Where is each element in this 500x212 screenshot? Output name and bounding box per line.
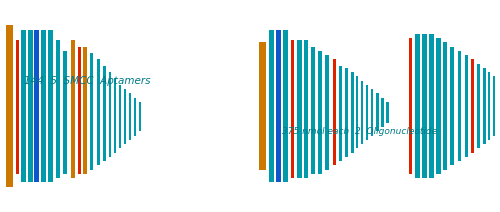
Bar xyxy=(382,98,384,127)
Bar xyxy=(109,72,111,157)
Bar xyxy=(414,34,420,178)
Bar xyxy=(450,47,454,165)
Bar xyxy=(63,51,67,174)
Bar xyxy=(83,47,87,174)
Bar xyxy=(338,66,342,161)
Bar xyxy=(443,42,447,170)
Bar xyxy=(56,40,60,178)
Bar xyxy=(129,93,131,140)
Bar xyxy=(493,76,495,136)
Bar xyxy=(350,72,354,153)
Bar xyxy=(325,55,329,170)
Bar xyxy=(296,40,302,178)
Bar xyxy=(408,38,412,174)
Bar xyxy=(42,30,46,182)
Bar xyxy=(356,76,358,148)
Bar xyxy=(48,30,54,182)
Bar xyxy=(436,38,440,174)
Bar xyxy=(28,30,32,182)
Bar xyxy=(488,72,490,140)
Text: 144  5  SMCC  Aptamers: 144 5 SMCC Aptamers xyxy=(24,75,151,86)
Bar xyxy=(428,34,434,178)
Bar xyxy=(386,102,389,123)
Bar xyxy=(119,85,121,148)
Text: 375 nmol each  2  Oligonucleotide: 375 nmol each 2 Oligonucleotide xyxy=(282,127,438,136)
Bar xyxy=(470,59,474,153)
Bar xyxy=(276,30,280,182)
Bar xyxy=(259,42,266,170)
Bar xyxy=(318,51,322,174)
Bar xyxy=(366,85,368,140)
Bar xyxy=(20,30,25,182)
Bar xyxy=(311,47,315,174)
Bar xyxy=(90,53,93,170)
Bar xyxy=(290,40,294,178)
Bar xyxy=(464,55,468,157)
Bar xyxy=(332,59,336,165)
Bar xyxy=(282,30,288,182)
Bar xyxy=(476,64,480,148)
Bar xyxy=(422,34,426,178)
Bar xyxy=(96,59,100,165)
Bar xyxy=(34,30,40,182)
Bar xyxy=(71,40,75,178)
Bar xyxy=(6,25,12,187)
Bar xyxy=(16,40,18,174)
Bar xyxy=(78,47,80,174)
Bar xyxy=(371,89,373,136)
Bar xyxy=(139,102,141,131)
Bar xyxy=(361,81,363,144)
Bar xyxy=(482,68,486,144)
Bar xyxy=(458,51,460,161)
Bar xyxy=(376,93,379,131)
Bar xyxy=(268,30,274,182)
Bar xyxy=(114,78,116,153)
Bar xyxy=(344,68,348,157)
Bar xyxy=(134,98,136,136)
Bar xyxy=(102,66,106,161)
Bar xyxy=(124,89,126,144)
Bar xyxy=(304,40,308,178)
